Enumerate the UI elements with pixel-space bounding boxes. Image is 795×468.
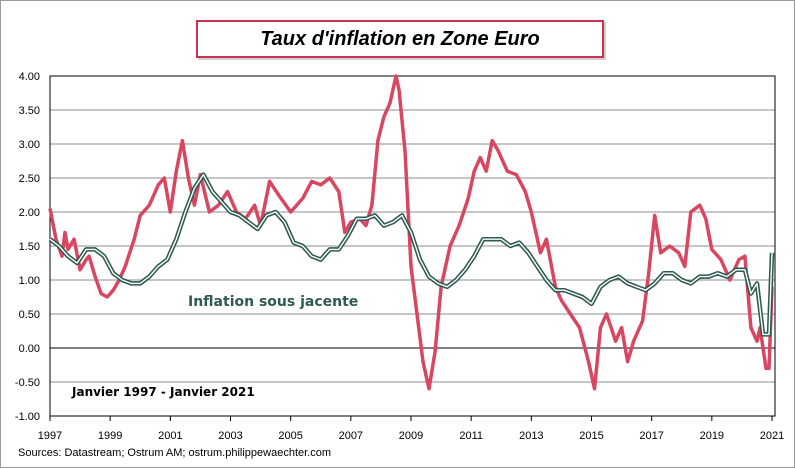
x-tick-label: 2021 xyxy=(760,430,784,442)
headline-inflation-line xyxy=(48,74,774,391)
x-tick-label: 2009 xyxy=(399,430,423,442)
y-tick-label: 1.00 xyxy=(19,275,40,287)
y-tick-label: 2.50 xyxy=(19,173,40,185)
core-inflation-label: Inflation sous jacente xyxy=(188,294,358,310)
y-tick-label: 3.50 xyxy=(19,105,40,117)
sources-footnote: Sources: Datastream; Ostrum AM; ostrum.p… xyxy=(18,447,332,459)
x-tick-label: 2015 xyxy=(579,430,603,442)
x-tick-label: 1999 xyxy=(98,430,122,442)
x-tick-label: 2005 xyxy=(278,430,302,442)
x-tick-label: 1997 xyxy=(38,430,62,442)
y-tick-label: 4.00 xyxy=(19,71,40,83)
axes xyxy=(49,75,776,421)
x-tick-label: 2001 xyxy=(158,430,182,442)
y-tick-label: -1.00 xyxy=(15,411,40,423)
x-tick-label: 2017 xyxy=(639,430,663,442)
y-tick-label: 2.00 xyxy=(19,207,40,219)
y-tick-label: -0.50 xyxy=(15,377,40,389)
x-tick-label: 2019 xyxy=(700,430,724,442)
x-tick-label: 2013 xyxy=(519,430,543,442)
x-tick-label: 2003 xyxy=(218,430,242,442)
x-tick-labels: 1997 1999 2001 2003 2005 2007 2009 2011 2013 2015… xyxy=(38,430,784,442)
y-tick-label: 0.00 xyxy=(19,343,40,355)
x-tick-label: 2007 xyxy=(339,430,363,442)
core-inflation-line xyxy=(49,173,773,336)
grid-lines xyxy=(50,75,775,383)
y-tick-label: 3.00 xyxy=(19,139,40,151)
period-label: Janvier 1997 - Janvier 2021 xyxy=(71,385,255,399)
x-tick-label: 2011 xyxy=(459,430,483,442)
plot-area-border xyxy=(49,75,776,417)
y-tick-labels: 4.00 3.50 3.00 2.50 2.00 1.50 1.00 0.50 0.00 -0.5… xyxy=(15,71,40,423)
y-tick-label: 1.50 xyxy=(19,241,40,253)
y-tick-label: 0.50 xyxy=(19,309,40,321)
series-lines xyxy=(48,74,775,391)
chart-title-box: Taux d'inflation en Zone Euro xyxy=(196,20,604,58)
chart-title: Taux d'inflation en Zone Euro xyxy=(260,27,540,50)
